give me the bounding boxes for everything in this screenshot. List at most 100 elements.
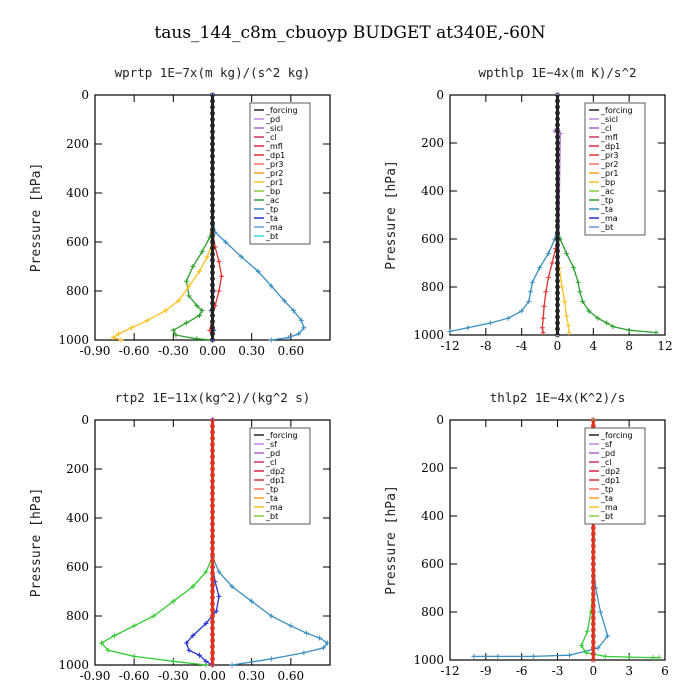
series-point: [210, 521, 215, 527]
chart-panel-1: wprtp 1E−7x(m kg)/(s^2 kg) -0.90 -0.60 -0.3…: [29, 65, 331, 358]
series-point: [555, 332, 560, 338]
series-point: [210, 331, 215, 337]
series-point: [555, 110, 560, 116]
series-point: [590, 579, 596, 585]
series-point: [210, 527, 215, 533]
series-point: [555, 98, 560, 104]
series-point: [590, 621, 596, 627]
legend-entry: _cl: [600, 458, 612, 467]
series-point: [559, 284, 565, 290]
series-point: [210, 135, 215, 141]
series-point: [216, 288, 222, 294]
series-point: [590, 633, 596, 639]
series-point: [112, 633, 118, 639]
series-point: [170, 658, 176, 664]
legend-entry: _ac: [265, 196, 279, 205]
series-point: [210, 601, 215, 607]
series-point: [210, 153, 215, 159]
series-point: [210, 570, 215, 576]
y-tick-label: 200: [66, 462, 89, 476]
series-point: [210, 319, 215, 325]
series-point: [176, 298, 182, 304]
series-point: [268, 337, 274, 343]
series-point: [204, 254, 210, 260]
series-point: [650, 655, 656, 661]
series-point: [304, 630, 309, 636]
legend-entry: _forcing: [265, 106, 298, 115]
x-tick-label: 0.60: [277, 669, 304, 683]
x-tick-label: -0.30: [158, 669, 189, 683]
series-point: [210, 288, 215, 294]
y-tick-label: 0: [436, 88, 444, 102]
series-point: [210, 264, 215, 269]
series-point: [210, 251, 215, 257]
series-point: [131, 653, 137, 659]
series-point: [210, 117, 215, 122]
x-tick-label: 0.00: [199, 344, 226, 358]
legend-entry: _tp: [600, 485, 613, 494]
series-point: [590, 555, 596, 561]
series-point: [210, 491, 215, 496]
legend-entry: _pr2: [600, 160, 618, 169]
legend-box: [584, 102, 646, 236]
legend-entry: _bp: [265, 187, 280, 196]
x-tick-label: -12: [440, 339, 459, 353]
legend-entry: _pd: [265, 449, 280, 458]
series-point: [210, 484, 215, 490]
legend-entry: _bt: [265, 512, 278, 521]
legend-entry: _pr1: [600, 169, 618, 178]
series-point: [203, 569, 209, 575]
legend-entry: _dp1: [600, 476, 620, 485]
series-point: [183, 640, 189, 646]
series-point: [590, 591, 596, 597]
legend-entry: _bt: [600, 512, 613, 521]
series-point: [543, 289, 549, 295]
series-point: [555, 230, 560, 236]
series-point: [210, 178, 215, 184]
series-point: [219, 273, 225, 279]
series-line-dp1: [100, 420, 214, 666]
series-point: [610, 324, 616, 330]
series-point: [210, 466, 215, 472]
x-tick-label: -8: [480, 339, 492, 353]
series-point: [555, 170, 560, 176]
y-tick-label: 1000: [413, 328, 444, 342]
legend-entry: _pr3: [600, 151, 618, 160]
series-point: [505, 315, 511, 321]
series-point: [210, 595, 215, 601]
panel-title: rtp2 1E−11x(kg^2)/(kg^2 s): [115, 390, 311, 405]
y-tick-label: 800: [421, 280, 444, 294]
y-tick-label: 400: [66, 511, 89, 525]
series-point: [465, 325, 471, 331]
series-point: [210, 257, 215, 263]
series-point: [590, 639, 596, 645]
series-point: [320, 645, 326, 651]
series-point: [555, 164, 560, 170]
y-tick-label: 1000: [58, 658, 89, 672]
series-point: [296, 331, 302, 337]
series-point: [210, 276, 215, 282]
y-tick-label: 800: [421, 605, 444, 619]
series-point: [213, 608, 219, 614]
y-tick-label: 200: [66, 137, 89, 151]
legend-entry: _ta: [600, 494, 613, 503]
series-point: [210, 503, 215, 509]
series-point: [210, 98, 215, 104]
series-point: [210, 460, 215, 466]
x-tick-label: -0.90: [80, 669, 111, 683]
series-point: [210, 589, 215, 594]
series-point: [210, 337, 215, 343]
series-point: [487, 320, 493, 326]
series-point: [199, 308, 205, 314]
y-tick-label: 200: [421, 461, 444, 475]
y-axis-label: Pressure [hPa]: [384, 160, 399, 270]
series-point: [116, 331, 121, 337]
chart-panel-2: wpthlp 1E−4x(m K)/s^2 -12 -8 -4 0 4 8 12 0 200 400…: [384, 65, 673, 353]
series-point: [210, 638, 215, 643]
series-point: [598, 609, 603, 615]
series-point: [528, 289, 534, 295]
y-tick-label: 0: [81, 413, 89, 427]
legend-entry: _bt: [600, 223, 613, 232]
series-point: [555, 284, 560, 290]
